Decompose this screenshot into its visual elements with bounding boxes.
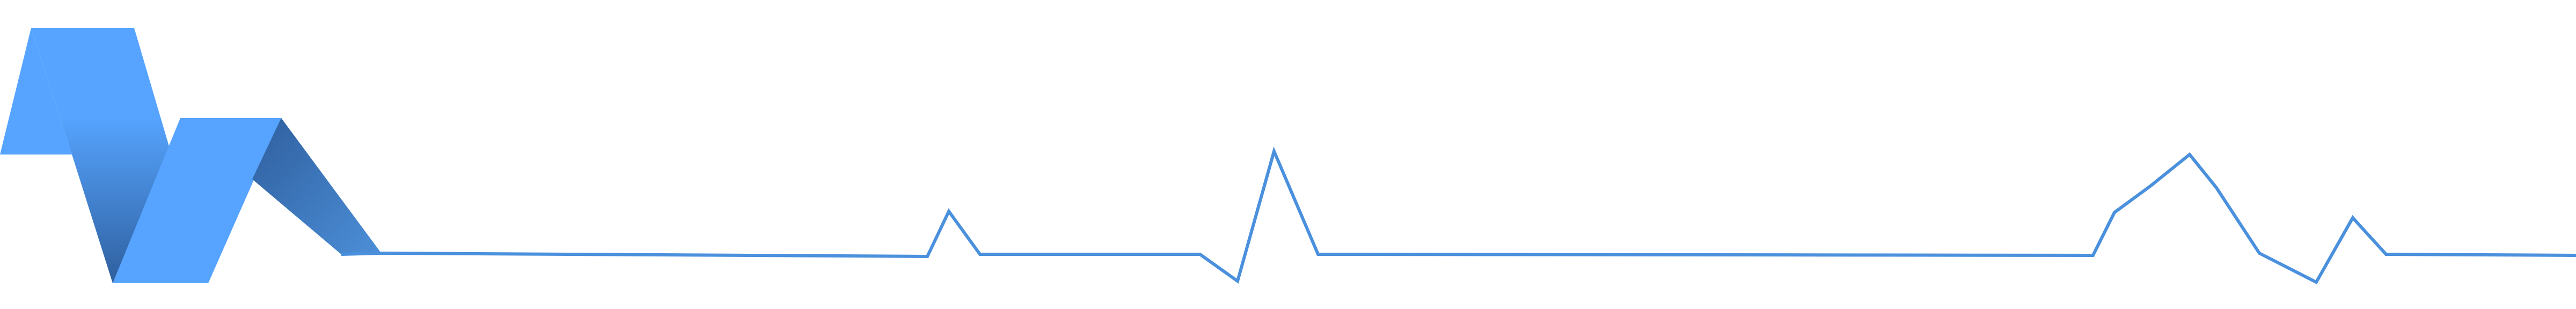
heartbeat-line [341,146,2576,284]
logo-mid-band [113,118,281,283]
logo-left-strip [31,28,170,283]
logo-left-facet [0,28,72,154]
ribbon-logo-icon [0,28,382,283]
logo-right-wing [252,118,382,255]
